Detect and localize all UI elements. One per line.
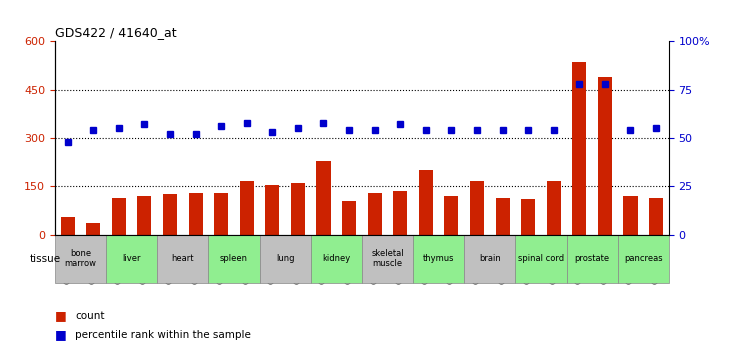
Bar (189, 193, 202, 235)
Bar (470, 181, 484, 235)
Text: count: count (75, 311, 105, 321)
Text: lung: lung (276, 254, 295, 263)
Text: brain: brain (479, 254, 501, 263)
Bar (567, 235, 618, 283)
Bar (419, 170, 433, 235)
Bar (444, 196, 458, 235)
Text: kidney: kidney (322, 254, 350, 263)
Bar (265, 185, 279, 235)
Bar (598, 77, 612, 235)
Bar (86, 223, 100, 235)
Text: GDS422 / 41640_at: GDS422 / 41640_at (55, 26, 176, 39)
Bar (572, 62, 586, 235)
Bar (464, 235, 515, 283)
Text: liver: liver (122, 254, 141, 263)
Text: bone
marrow: bone marrow (64, 249, 96, 268)
Bar (624, 196, 637, 235)
Bar (137, 196, 151, 235)
Text: percentile rank within the sample: percentile rank within the sample (75, 330, 251, 339)
Text: thymus: thymus (423, 254, 455, 263)
Bar (515, 235, 567, 283)
Text: spleen: spleen (220, 254, 248, 263)
Bar (649, 198, 663, 235)
Bar (368, 193, 382, 235)
Bar (547, 181, 561, 235)
Bar (496, 198, 510, 235)
Bar (106, 235, 157, 283)
Bar (55, 235, 106, 283)
Bar (311, 235, 362, 283)
Text: prostate: prostate (575, 254, 610, 263)
Text: skeletal
muscle: skeletal muscle (371, 249, 404, 268)
Bar (157, 235, 208, 283)
Bar (521, 199, 535, 235)
Text: spinal cord: spinal cord (518, 254, 564, 263)
Text: ■: ■ (55, 309, 67, 322)
Bar (362, 235, 413, 283)
Text: pancreas: pancreas (624, 254, 662, 263)
Bar (260, 235, 311, 283)
Bar (618, 235, 669, 283)
Bar (112, 198, 126, 235)
Text: tissue: tissue (29, 254, 61, 264)
Text: heart: heart (172, 254, 194, 263)
Bar (61, 217, 75, 235)
Bar (163, 194, 177, 235)
Bar (413, 235, 464, 283)
Bar (214, 193, 228, 235)
Bar (208, 235, 260, 283)
Bar (291, 183, 305, 235)
Bar (240, 181, 254, 235)
Bar (393, 191, 407, 235)
Text: ■: ■ (55, 328, 67, 341)
Bar (342, 201, 356, 235)
Bar (317, 160, 330, 235)
